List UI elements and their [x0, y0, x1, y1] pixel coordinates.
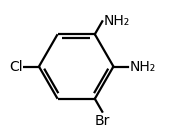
Text: Br: Br [95, 114, 110, 128]
Text: NH₂: NH₂ [103, 14, 130, 28]
Text: NH₂: NH₂ [130, 59, 156, 74]
Text: Cl: Cl [9, 59, 23, 74]
